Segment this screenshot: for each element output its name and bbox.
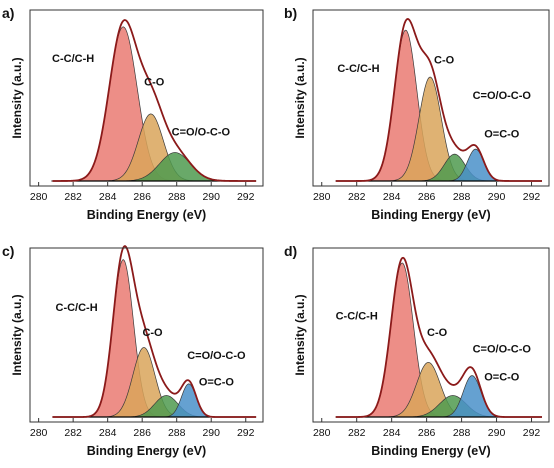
x-tick-label: 286 bbox=[133, 427, 151, 439]
peak-annotation: C-C/C-H bbox=[336, 310, 378, 322]
peak-annotation: C-O bbox=[142, 327, 163, 339]
y-axis-label: Intensity (a.u.) bbox=[293, 294, 307, 375]
peak-annotation: C-O bbox=[427, 327, 448, 339]
peak-annotation: C-C/C-H bbox=[337, 63, 379, 75]
x-tick-label: 280 bbox=[313, 191, 331, 203]
x-tick-label: 280 bbox=[30, 427, 48, 439]
x-tick-label: 290 bbox=[488, 427, 506, 439]
x-tick-label: 286 bbox=[133, 191, 151, 203]
x-axis-label: Binding Energy (eV) bbox=[371, 444, 490, 458]
x-tick-label: 284 bbox=[383, 191, 401, 203]
envelope-curve bbox=[335, 18, 543, 182]
x-tick-label: 282 bbox=[64, 427, 82, 439]
x-tick-label: 288 bbox=[168, 427, 186, 439]
x-tick-label: 284 bbox=[99, 427, 117, 439]
x-tick-label: 282 bbox=[64, 191, 82, 203]
envelope-curve bbox=[335, 256, 543, 418]
y-axis-label: Intensity (a.u.) bbox=[10, 57, 24, 138]
x-tick-label: 284 bbox=[99, 191, 117, 203]
x-tick-label: 288 bbox=[453, 427, 471, 439]
x-tick-label: 292 bbox=[523, 191, 541, 203]
peak-annotation: C=O/O-C-O bbox=[172, 127, 231, 139]
x-axis-label: Binding Energy (eV) bbox=[87, 444, 206, 458]
x-tick-label: 292 bbox=[523, 427, 541, 439]
x-tick-label: 284 bbox=[383, 427, 401, 439]
plot-frame bbox=[312, 247, 550, 423]
envelope-curve bbox=[52, 19, 257, 182]
x-tick-label: 290 bbox=[488, 191, 506, 203]
panel-d: 280 282 284 286 288 290 292 Binding Energy (eV)… bbox=[284, 243, 550, 458]
x-tick-label: 286 bbox=[418, 427, 436, 439]
peak-annotation: C=O/O-C-O bbox=[473, 90, 532, 102]
peak-annotation: O=C-O bbox=[484, 128, 520, 140]
y-axis-label: Intensity (a.u.) bbox=[10, 294, 24, 375]
x-tick-label: 286 bbox=[418, 191, 436, 203]
peak-annotation: C-C/C-H bbox=[52, 53, 94, 65]
x-tick-label: 282 bbox=[348, 191, 366, 203]
panel-label: a) bbox=[2, 5, 14, 21]
y-axis-label: Intensity (a.u.) bbox=[293, 57, 307, 138]
peak-annotation: C-O bbox=[144, 76, 165, 88]
plot-frame bbox=[29, 247, 264, 423]
x-tick-label: 280 bbox=[313, 427, 331, 439]
x-tick-label: 290 bbox=[202, 191, 220, 203]
peak-annotation: C=O/O-C-O bbox=[473, 343, 532, 355]
x-tick-label: 280 bbox=[30, 191, 48, 203]
panel-label: c) bbox=[2, 243, 14, 259]
x-tick-label: 290 bbox=[202, 427, 220, 439]
x-tick-label: 292 bbox=[237, 427, 255, 439]
peak-annotation: O=C-O bbox=[199, 377, 235, 389]
peak-annotation: C=O/O-C-O bbox=[187, 350, 246, 362]
panel-label: b) bbox=[284, 5, 297, 21]
panel-c: 280 282 284 286 288 290 292 Binding Energy (eV)… bbox=[2, 243, 264, 458]
x-axis-label: Binding Energy (eV) bbox=[87, 208, 206, 222]
panel-label: d) bbox=[284, 243, 297, 259]
x-tick-label: 292 bbox=[237, 191, 255, 203]
peak-annotation: C-O bbox=[434, 55, 455, 67]
x-axis-label: Binding Energy (eV) bbox=[371, 208, 490, 222]
plot-frame bbox=[29, 9, 264, 187]
x-tick-label: 288 bbox=[453, 191, 471, 203]
x-tick-label: 288 bbox=[168, 191, 186, 203]
panel-b: 280 282 284 286 288 290 292 Binding Energy (eV)… bbox=[284, 5, 550, 222]
envelope-curve bbox=[52, 245, 257, 418]
panel-a: 280 282 284 286 288 290 292 Binding Energy (eV)… bbox=[2, 5, 264, 222]
x-tick-label: 282 bbox=[348, 427, 366, 439]
peak-annotation: O=C-O bbox=[484, 372, 520, 384]
plot-frame bbox=[312, 9, 550, 187]
peak-annotation: C-C/C-H bbox=[56, 302, 98, 314]
